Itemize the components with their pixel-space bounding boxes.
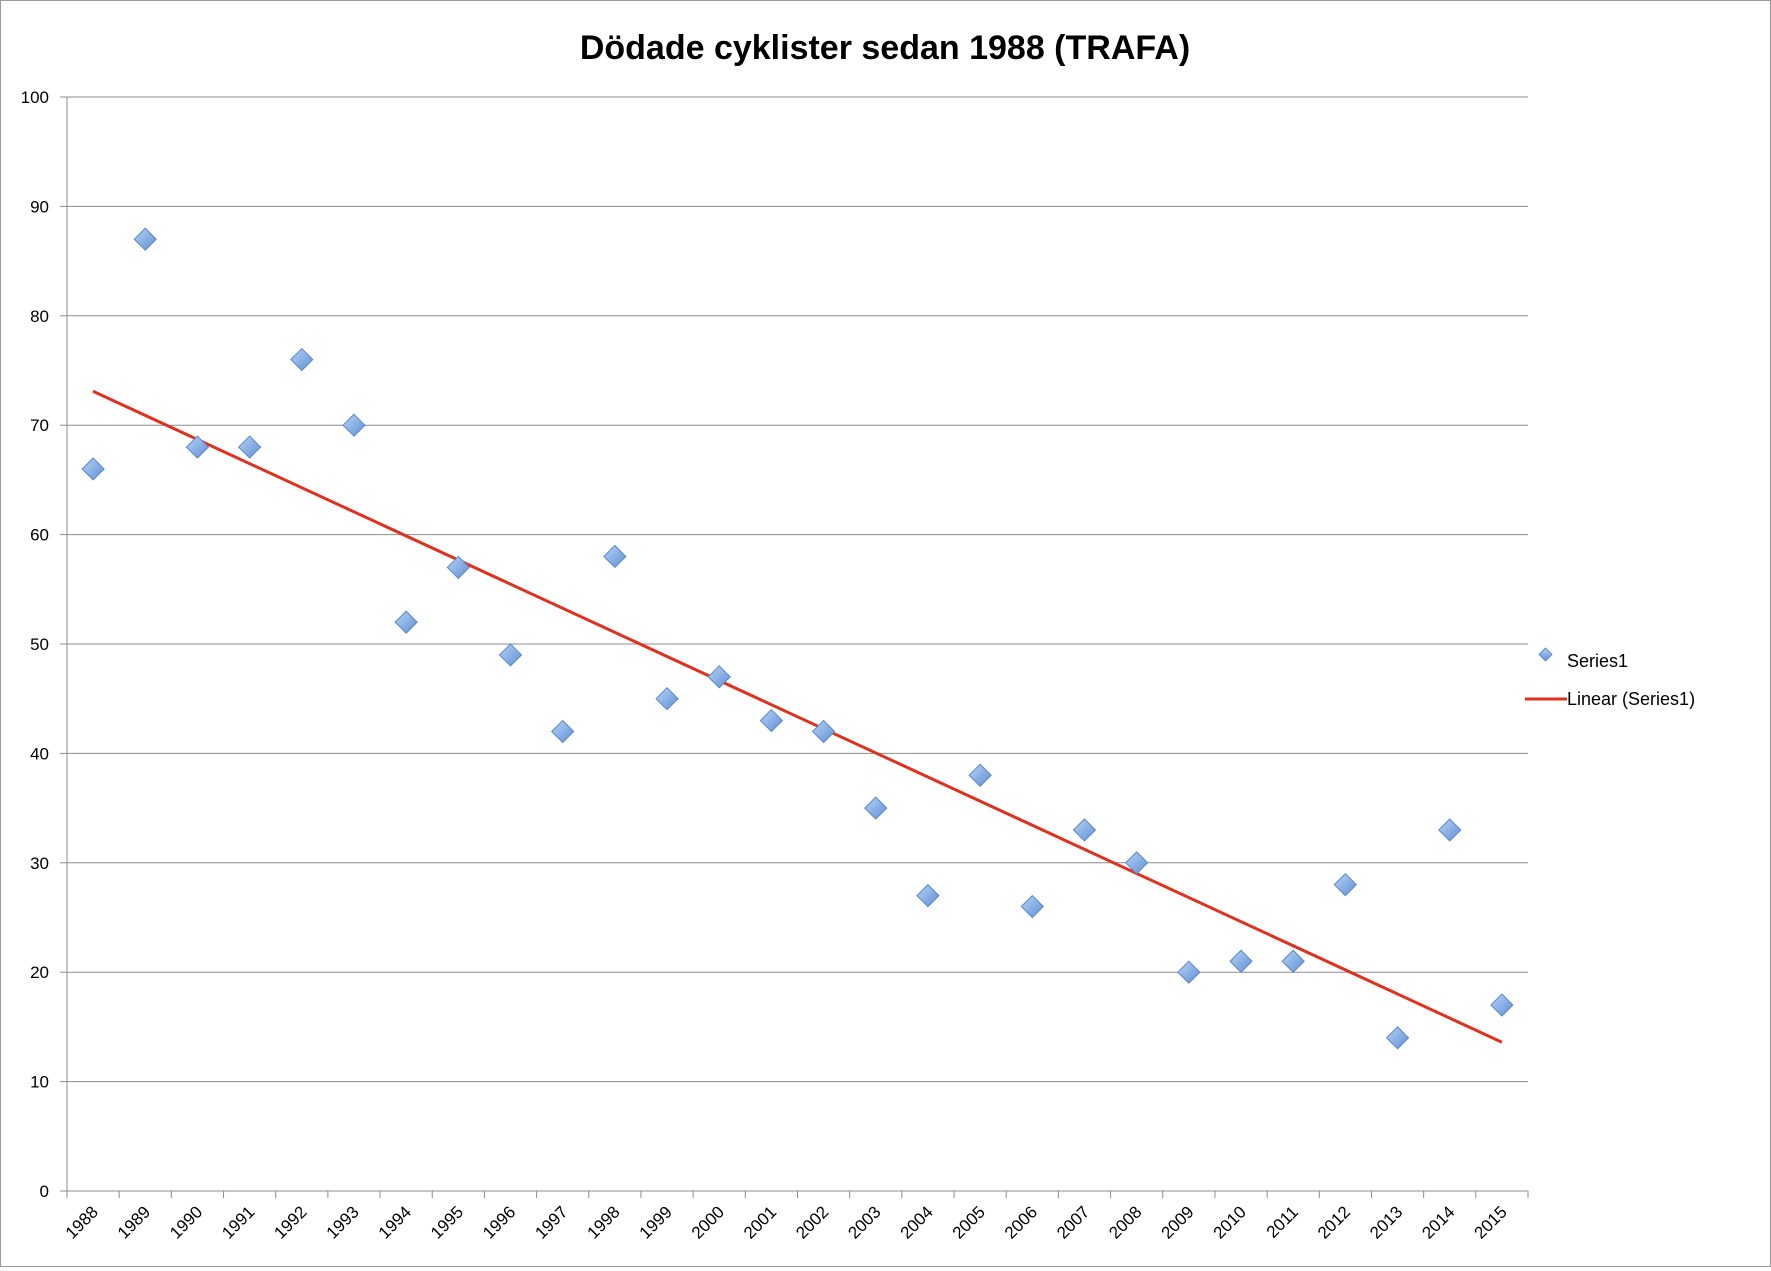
x-tick-label: 1997	[531, 1202, 571, 1242]
x-tick-label: 2008	[1105, 1202, 1145, 1242]
data-point	[133, 227, 157, 251]
trendline-group	[92, 389, 1503, 1044]
y-tick-label: 100	[21, 88, 49, 107]
data-point	[1020, 894, 1045, 919]
chart-title: Dödade cyklister sedan 1988 (TRAFA)	[580, 29, 1190, 67]
x-tick-label: 1999	[636, 1202, 676, 1242]
y-tick-label: 40	[30, 744, 49, 763]
y-tick-label: 60	[30, 526, 49, 545]
data-point	[342, 413, 366, 437]
legend-item-trendline: Linear (Series1)	[1525, 689, 1695, 709]
data-point	[1490, 993, 1514, 1017]
data-point	[1177, 960, 1201, 984]
data-point	[1333, 872, 1358, 897]
x-tick-label: 1992	[270, 1202, 310, 1242]
x-tick-label: 2002	[792, 1202, 832, 1242]
legend: Series1 Linear (Series1)	[1525, 647, 1695, 709]
y-tick-label: 30	[30, 854, 49, 873]
legend-label-trendline: Linear (Series1)	[1567, 689, 1695, 709]
data-point	[707, 665, 731, 689]
data-point	[185, 435, 210, 459]
data-point	[550, 719, 575, 744]
y-tick-label: 70	[30, 416, 49, 435]
data-point	[81, 457, 105, 481]
data-point	[237, 435, 262, 459]
x-tick-label: 2015	[1471, 1202, 1511, 1242]
x-tick-label: 1991	[218, 1202, 258, 1242]
x-tick-label: 2003	[844, 1202, 884, 1242]
x-tick-label: 1993	[323, 1202, 363, 1242]
y-tick-label: 20	[30, 963, 49, 982]
legend-marker-diamond	[1538, 647, 1553, 662]
data-point	[1072, 818, 1097, 842]
x-tick-label: 2004	[897, 1202, 937, 1242]
x-tick-label: 2006	[1001, 1202, 1041, 1242]
gridlines	[67, 96, 1528, 1083]
y-tick-label: 90	[30, 197, 49, 216]
x-tick-label: 2005	[949, 1202, 989, 1242]
data-point	[916, 883, 940, 908]
data-point	[864, 796, 888, 820]
x-tick-label: 1989	[114, 1202, 154, 1242]
data-points	[81, 227, 1514, 1050]
data-point	[498, 643, 523, 667]
x-tick-label: 2001	[740, 1202, 780, 1242]
data-point	[446, 555, 471, 580]
data-point	[1281, 949, 1305, 973]
x-tick-label: 2011	[1263, 1202, 1302, 1241]
axes	[60, 96, 1529, 1198]
x-tick-label: 2009	[1157, 1202, 1197, 1242]
data-point	[655, 686, 679, 711]
y-tick-label: 50	[30, 635, 49, 654]
x-tick-label: 2000	[688, 1202, 728, 1242]
x-tick-label: 2013	[1366, 1202, 1406, 1242]
data-point	[1385, 1026, 1410, 1050]
trendline	[92, 389, 1503, 1044]
x-tick-label: 1994	[375, 1202, 415, 1242]
data-point	[1438, 818, 1462, 842]
data-point	[603, 544, 627, 569]
x-tick-label: 1988	[62, 1202, 102, 1242]
legend-label-series1: Series1	[1567, 651, 1628, 671]
x-tick-label: 1996	[479, 1202, 519, 1242]
data-point	[1229, 949, 1253, 973]
legend-item-series1: Series1	[1538, 647, 1628, 671]
x-tick-label: 2012	[1314, 1202, 1354, 1242]
x-tick-label: 1990	[166, 1202, 206, 1242]
data-point	[811, 719, 836, 744]
data-point	[759, 708, 784, 733]
x-tick-label: 2010	[1210, 1202, 1250, 1242]
y-tick-label: 10	[30, 1073, 49, 1092]
x-tick-label: 1995	[427, 1202, 467, 1242]
y-tick-label: 80	[30, 307, 49, 326]
data-point	[968, 763, 992, 787]
y-axis-ticks: 0 10 20 30 40 50 60 70 80 90 100	[21, 88, 49, 1201]
x-tick-label: 2014	[1418, 1202, 1458, 1242]
data-point	[1124, 851, 1149, 875]
data-point	[290, 347, 314, 372]
y-tick-label: 0	[40, 1182, 49, 1201]
data-point	[394, 610, 418, 634]
x-tick-label: 1998	[584, 1202, 624, 1242]
x-axis-ticks: 1988 1989 1990 1991 1992 1993 1994 1995 1996 1997…	[62, 1202, 1511, 1242]
x-tick-label: 2007	[1053, 1202, 1093, 1242]
